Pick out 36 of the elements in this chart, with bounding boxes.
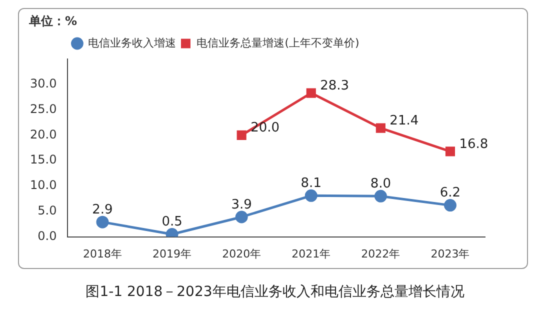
y-tick-label: 5.0	[38, 204, 57, 218]
text: 图1-1 2018－2023年电信业务收入和电信业务总量增长情况	[84, 283, 466, 301]
data-label: 28.3	[320, 78, 350, 94]
data-label: 0.5	[162, 214, 182, 230]
x-tick-label: 2021年	[292, 247, 331, 260]
point	[374, 190, 387, 202]
data-label: 21.4	[390, 113, 419, 128]
data-label: 2.9	[92, 202, 113, 218]
x-tick-label: 2023年	[430, 247, 470, 260]
point	[235, 210, 248, 224]
legend-label: 电信业务收入增速	[88, 36, 176, 50]
x-tick-label: 2022年	[361, 247, 400, 260]
y-tick-label: 10.0	[30, 178, 57, 192]
point	[96, 216, 109, 228]
data-label: 8.0	[370, 176, 392, 192]
point	[445, 146, 456, 156]
y-tick-label: 20.0	[30, 127, 57, 142]
point	[304, 189, 318, 202]
x-tick-label: 2020年	[222, 247, 262, 260]
x-tick-label: 2018年	[82, 247, 122, 260]
data-label: 8.1	[300, 176, 322, 192]
point	[376, 123, 386, 133]
data-label: 20.0	[250, 120, 280, 136]
point	[236, 130, 246, 140]
y-tick-label: 15.0	[30, 152, 57, 167]
x-tick-label: 2019年	[152, 247, 192, 260]
y-tick-label: 25.0	[30, 102, 57, 116]
y-tick-label: 0.0	[38, 228, 57, 243]
y-axis-title: 单位：%	[29, 13, 78, 30]
point	[444, 199, 456, 212]
legend-label: 电信业务总量增速(上年不变单价)	[196, 36, 360, 50]
data-label: 16.8	[459, 136, 488, 152]
data-label: 3.9	[231, 197, 252, 212]
data-label: 6.2	[440, 186, 461, 201]
y-tick-label: 30.0	[30, 76, 57, 91]
point	[306, 88, 316, 98]
